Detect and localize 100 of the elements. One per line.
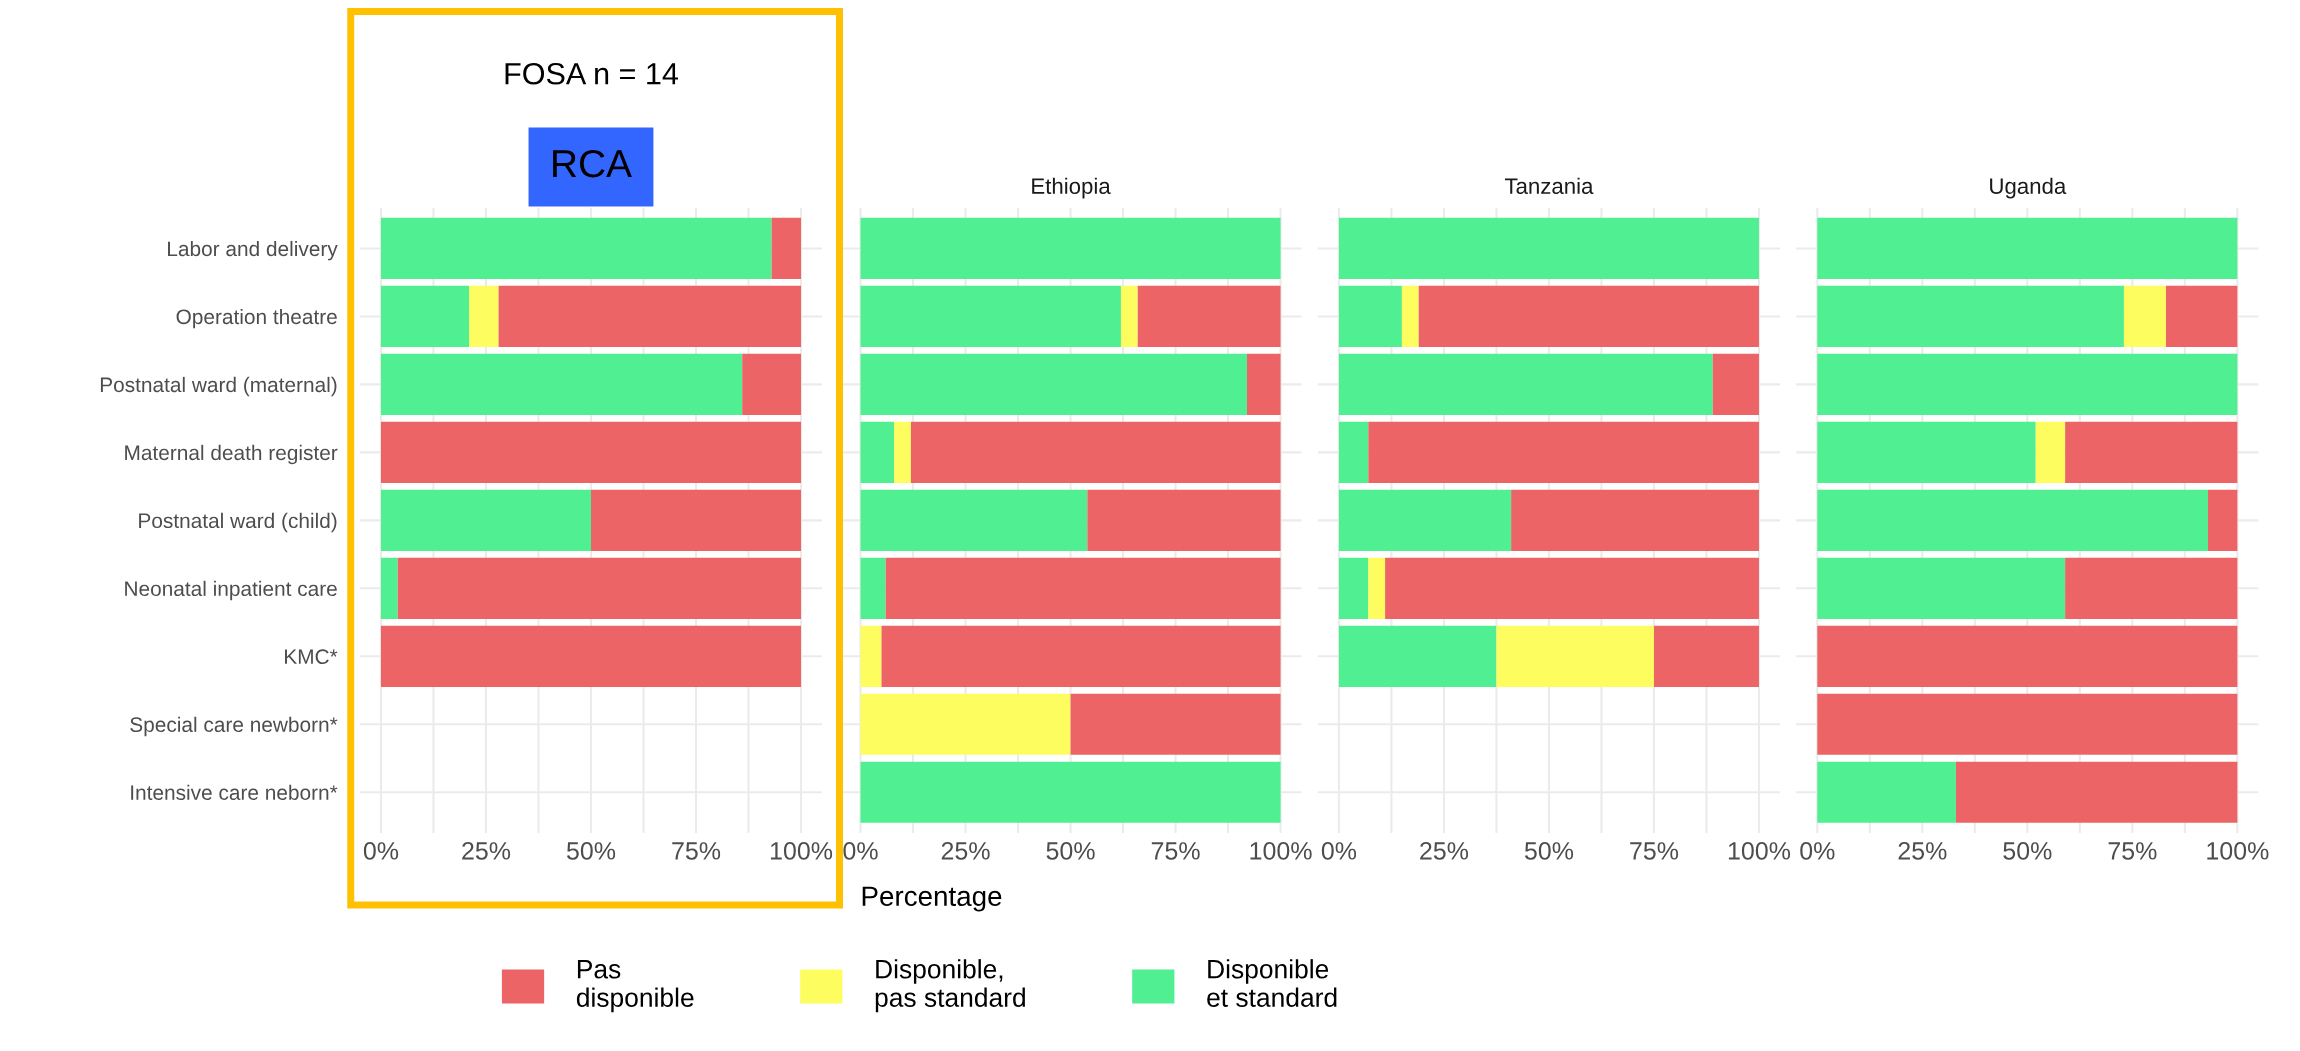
bar	[1511, 489, 1759, 551]
x-tick-label: 75%	[1151, 842, 1200, 860]
bar	[380, 353, 743, 415]
bar	[1817, 217, 2238, 280]
bar	[1817, 761, 1956, 823]
x-tick-label: 0%	[1800, 842, 1835, 860]
bar	[1817, 557, 2066, 619]
x-tick-label: 100%	[770, 842, 833, 860]
bar	[1653, 625, 1759, 687]
bar	[498, 285, 802, 348]
bar	[1338, 625, 1497, 687]
bar	[2065, 421, 2238, 483]
bar	[590, 489, 802, 551]
chart-title: RCA	[553, 149, 632, 178]
chart-subtitle: FOSA n = 14	[505, 62, 678, 85]
y-tick-label: Labor and delivery	[168, 240, 338, 261]
x-tick-label: 25%	[1898, 842, 1947, 860]
x-axis-title: Percentage	[862, 886, 1002, 912]
y-tick-label: Operation theatre	[176, 308, 337, 329]
x-tick-label: 0%	[363, 842, 399, 860]
bar	[1385, 557, 1759, 619]
bar	[860, 217, 1281, 280]
x-tick-label: 0%	[1321, 842, 1357, 860]
x-tick-label: 100%	[1250, 842, 1312, 860]
bar	[2123, 285, 2166, 348]
bar	[1368, 421, 1759, 483]
x-tick-label: 25%	[941, 842, 990, 860]
bar	[1817, 353, 2238, 415]
bar	[1087, 489, 1281, 551]
bar	[1496, 625, 1654, 687]
bar	[1070, 693, 1281, 755]
bar	[860, 761, 1281, 823]
bar	[1955, 761, 2238, 823]
bar	[1817, 693, 2238, 755]
chart-title: Ethiopia	[1032, 177, 1111, 199]
bar	[1338, 353, 1713, 415]
bar	[1401, 285, 1419, 348]
bar	[860, 625, 882, 687]
bar	[1120, 285, 1138, 348]
bar	[1338, 489, 1512, 551]
x-tick-label: 0%	[843, 842, 878, 860]
x-tick-label: 75%	[1630, 842, 1679, 860]
bar	[1338, 285, 1402, 348]
bar	[1712, 353, 1759, 415]
y-tick-label: KMC*	[285, 649, 338, 665]
legend-label: Pas disponible	[576, 960, 694, 1013]
x-tick-label: 25%	[462, 842, 511, 860]
x-tick-label: 100%	[2207, 842, 2269, 860]
bar	[2165, 285, 2238, 348]
bar	[885, 557, 1281, 619]
chart-title: Uganda	[1990, 177, 2067, 199]
x-tick-label: 50%	[1524, 842, 1574, 860]
bar	[860, 421, 895, 483]
legend-label: Disponible et standard	[1207, 959, 1337, 1007]
bar	[397, 557, 802, 619]
bar	[860, 285, 1121, 348]
x-tick-label: 50%	[2003, 842, 2052, 860]
bar	[2035, 421, 2066, 483]
bar	[1817, 421, 2036, 483]
bar	[380, 557, 398, 619]
bar	[380, 421, 802, 483]
y-tick-label: Neonatal inpatient care	[125, 580, 337, 601]
bar	[1338, 217, 1759, 280]
bar	[1338, 421, 1369, 483]
bar	[2207, 489, 2238, 551]
y-tick-label: Special care newborn*	[130, 716, 338, 737]
x-tick-label: 50%	[566, 842, 616, 860]
bar	[1137, 285, 1281, 348]
x-tick-label: 75%	[672, 842, 721, 860]
bar	[860, 489, 1088, 551]
bar	[881, 625, 1281, 687]
x-tick-label: 100%	[1728, 842, 1791, 860]
bar	[910, 421, 1281, 483]
bar	[2065, 557, 2238, 619]
bar	[860, 693, 1071, 755]
y-tick-label: Intensive care neborn*	[131, 784, 338, 800]
y-tick-label: Postnatal ward (child)	[139, 512, 337, 533]
bar	[1246, 353, 1281, 415]
y-tick-label: Maternal death register	[125, 444, 338, 465]
x-tick-label: 75%	[2108, 842, 2157, 860]
bar	[1418, 285, 1759, 348]
bar	[894, 421, 911, 483]
chart-title: Tanzania	[1504, 177, 1594, 195]
bar	[469, 285, 499, 348]
bar	[742, 353, 802, 415]
y-tick-label: Postnatal ward (maternal)	[100, 376, 337, 397]
bar	[1817, 489, 2208, 551]
x-tick-label: 25%	[1420, 842, 1469, 860]
bar	[380, 625, 802, 687]
bar	[1817, 285, 2124, 348]
bar	[380, 489, 591, 551]
bar	[860, 353, 1247, 415]
bar	[380, 217, 772, 280]
bar	[1817, 625, 2238, 687]
bar	[860, 557, 886, 619]
bar	[1338, 557, 1369, 619]
bar	[380, 285, 470, 348]
bar	[771, 217, 802, 280]
legend-label: Disponible, pas standard	[875, 959, 1025, 1013]
bar	[1368, 557, 1386, 619]
